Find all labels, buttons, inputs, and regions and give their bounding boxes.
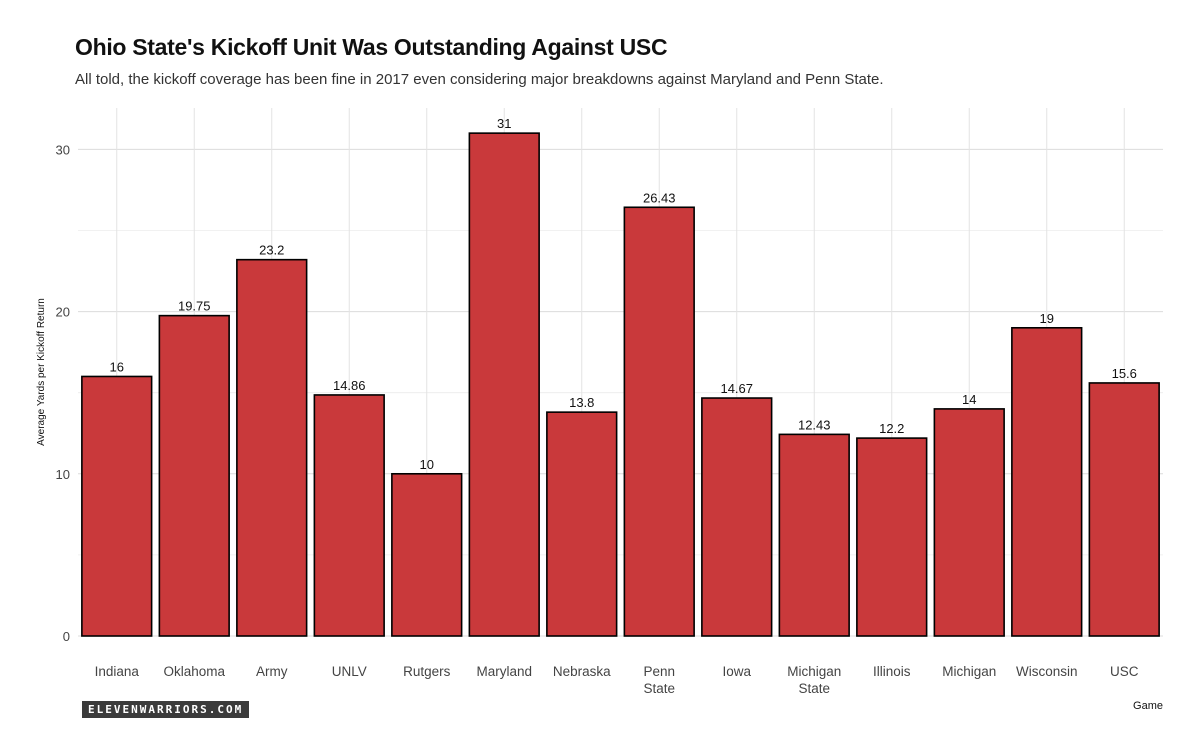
bar — [701, 397, 773, 637]
x-tick-label: Indiana — [95, 664, 140, 679]
x-tick-label: Illinois — [873, 664, 911, 679]
data-label: 10 — [420, 457, 434, 472]
x-axis-title: Game — [1133, 700, 1163, 712]
bar — [1088, 382, 1160, 637]
x-tick-label: Wisconsin — [1016, 664, 1078, 679]
x-tick-label: Michigan — [787, 664, 841, 679]
x-tick-label: Maryland — [476, 664, 532, 679]
x-tick-label: State — [643, 681, 675, 696]
y-tick-label: 20 — [56, 305, 70, 320]
bar — [1011, 326, 1083, 637]
chart-subtitle: All told, the kickoff coverage has been … — [75, 71, 884, 88]
y-axis-tick-labels: 0 10 20 30 — [56, 142, 70, 644]
data-label: 19.75 — [178, 299, 211, 314]
data-label: 14 — [962, 392, 976, 407]
bar — [778, 433, 850, 637]
chart-title: Ohio State's Kickoff Unit Was Outstandin… — [75, 34, 668, 60]
x-tick-label: Iowa — [722, 664, 751, 679]
bar — [391, 472, 463, 637]
brand-logo: ELEVENWARRIORS.COM — [82, 701, 250, 718]
x-tick-label: State — [798, 681, 830, 696]
y-axis-title: Average Yards per Kickoff Return — [36, 298, 47, 446]
x-tick-label: USC — [1110, 664, 1139, 679]
bar — [933, 408, 1005, 637]
y-tick-label: 0 — [63, 629, 70, 644]
bars — [81, 132, 1160, 637]
x-tick-label: Penn — [643, 664, 675, 679]
data-label: 23.2 — [259, 243, 284, 258]
x-tick-label: Nebraska — [553, 664, 611, 679]
bar — [81, 375, 153, 637]
data-label: 19 — [1040, 311, 1054, 326]
y-tick-label: 30 — [56, 142, 70, 157]
data-label: 12.2 — [879, 421, 904, 436]
x-tick-label: Oklahoma — [163, 664, 225, 679]
x-tick-label: UNLV — [332, 664, 367, 679]
data-labels: 16 19.75 23.2 14.86 10 31 13.8 26.43 14.67 12.43 1… — [110, 116, 1137, 472]
x-tick-label: Army — [256, 664, 288, 679]
data-label: 13.8 — [569, 395, 594, 410]
bar — [856, 437, 928, 637]
y-tick-label: 10 — [56, 467, 70, 482]
data-label: 14.86 — [333, 378, 366, 393]
x-axis-tick-labels: Indiana Oklahoma Army UNLV Rutgers Maryland Ne… — [95, 664, 1139, 696]
bar — [546, 411, 618, 637]
bar — [236, 258, 308, 637]
bar — [623, 206, 695, 637]
data-label: 31 — [497, 116, 511, 131]
data-label: 12.43 — [798, 417, 831, 432]
data-label: 26.43 — [643, 190, 676, 205]
bar — [158, 314, 230, 637]
bar — [468, 132, 540, 637]
data-label: 15.6 — [1112, 366, 1137, 381]
data-label: 16 — [110, 359, 124, 374]
data-label: 14.67 — [720, 381, 753, 396]
x-tick-label: Rutgers — [403, 664, 451, 679]
bar — [313, 394, 385, 637]
x-tick-label: Michigan — [942, 664, 996, 679]
